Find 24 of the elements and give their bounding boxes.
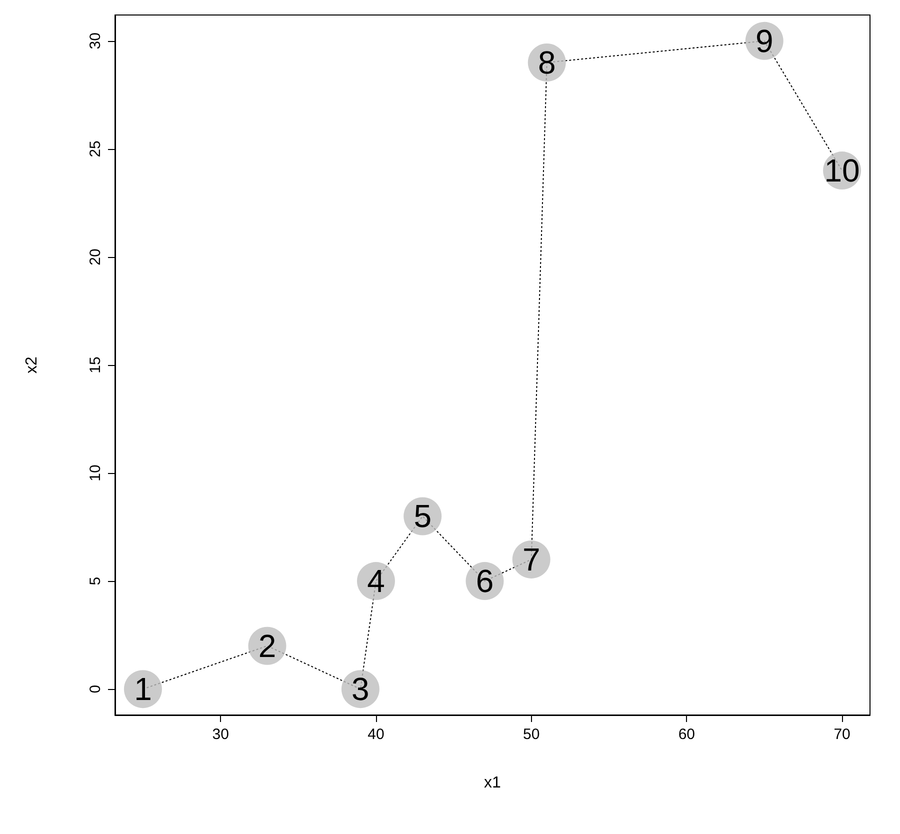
annotation: 5 xyxy=(414,498,432,534)
y-tick-label: 5 xyxy=(87,576,104,586)
x-tick-label: 60 xyxy=(678,726,696,743)
y-tick-label: 20 xyxy=(87,248,104,266)
annotation: 6 xyxy=(476,563,494,600)
annotation: 2 xyxy=(258,628,276,664)
annotation: 3 xyxy=(352,671,370,708)
annotation: 9 xyxy=(755,22,774,59)
annotation: 1 xyxy=(134,671,152,708)
annotation: 7 xyxy=(522,541,540,578)
y-tick-label: 30 xyxy=(87,32,104,50)
x-tick-label: 50 xyxy=(522,726,540,743)
x-tick-label: 40 xyxy=(368,726,384,743)
annotation: 10 xyxy=(824,152,860,189)
y-axis-title: x2 xyxy=(24,356,40,374)
x-tick-label: 30 xyxy=(212,726,229,743)
x-tick-label: 70 xyxy=(834,726,850,743)
y-tick-label: 25 xyxy=(87,140,104,158)
annotation: 4 xyxy=(367,563,385,600)
y-tick-label: 15 xyxy=(87,356,104,374)
y-tick-label: 10 xyxy=(87,464,104,482)
annotation: 8 xyxy=(538,44,556,81)
x-axis-title: x1 xyxy=(484,774,502,792)
y-tick-label: 0 xyxy=(87,684,104,694)
